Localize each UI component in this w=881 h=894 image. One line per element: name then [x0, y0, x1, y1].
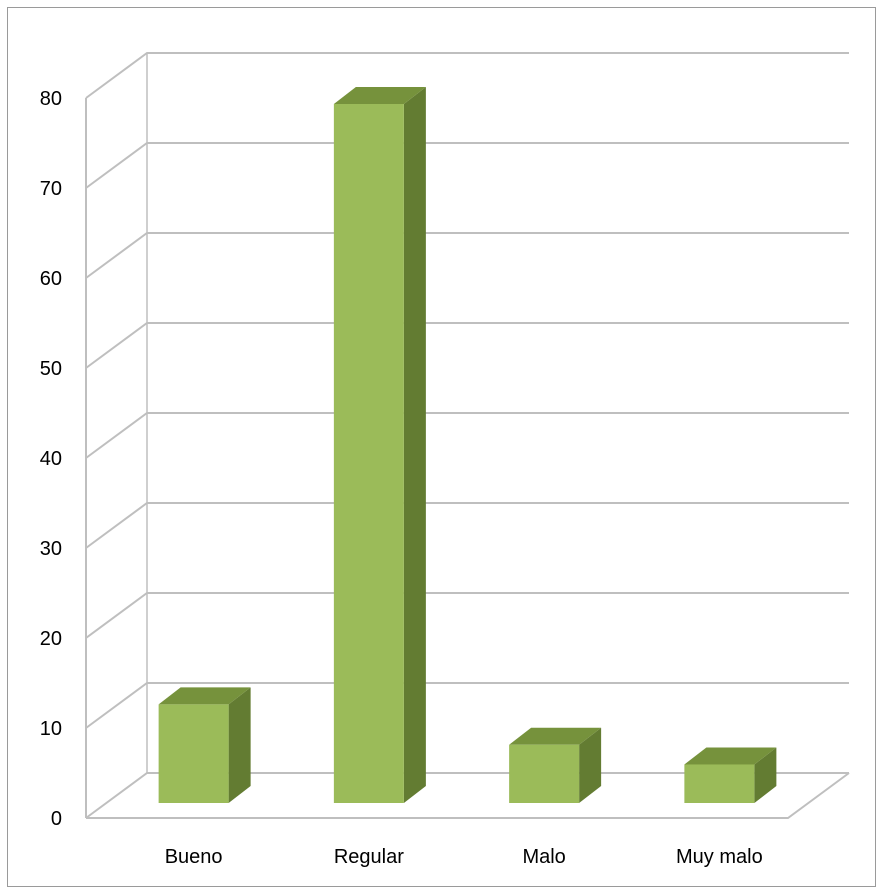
gridline — [85, 502, 849, 549]
x-category-label: Regular — [334, 846, 404, 868]
y-tick-label: 80 — [40, 88, 62, 110]
bars — [158, 87, 777, 803]
y-tick-label: 30 — [40, 538, 62, 560]
bar-front-face — [684, 764, 755, 803]
grid-layer — [85, 52, 850, 819]
y-tick-label: 10 — [40, 718, 62, 740]
bar-malo — [509, 727, 602, 803]
y-tick-label: 20 — [40, 628, 62, 650]
gridline — [85, 592, 849, 639]
floor-back-edge — [85, 772, 849, 819]
bar-bueno — [158, 687, 251, 803]
x-category-label: Bueno — [165, 846, 223, 868]
chart-frame — [7, 7, 876, 887]
bar-top-face — [684, 747, 777, 765]
bar-side-face — [579, 727, 602, 803]
bar-top-face — [333, 87, 426, 104]
bar-muy-malo — [684, 747, 777, 803]
gridline — [85, 52, 849, 99]
gridline — [85, 412, 849, 459]
bar-front-face — [158, 704, 229, 803]
bar-regular — [333, 87, 426, 803]
x-category-label: Malo — [522, 846, 565, 868]
x-category-label: Muy malo — [676, 846, 763, 868]
bar-side-face — [754, 747, 777, 803]
floor-front-edge — [86, 772, 850, 819]
bar-front-face — [509, 744, 580, 803]
y-tick-label: 70 — [40, 178, 62, 200]
gridline — [85, 142, 849, 189]
bar-side-face — [403, 87, 426, 803]
y-tick-label: 50 — [40, 358, 62, 380]
gridline — [85, 682, 849, 729]
labels: 0 10 20 30 40 50 60 70 80 Bueno Regular Malo Muy mal… — [40, 88, 763, 868]
y-tick-label: 0 — [51, 808, 62, 830]
gridline — [85, 322, 849, 369]
gridline — [85, 232, 849, 279]
bar-top-face — [509, 727, 602, 745]
bar-top-face — [158, 687, 251, 705]
bar-front-face — [333, 104, 404, 803]
y-tick-label: 40 — [40, 448, 62, 470]
y-tick-label: 60 — [40, 268, 62, 290]
bar-side-face — [228, 687, 251, 803]
